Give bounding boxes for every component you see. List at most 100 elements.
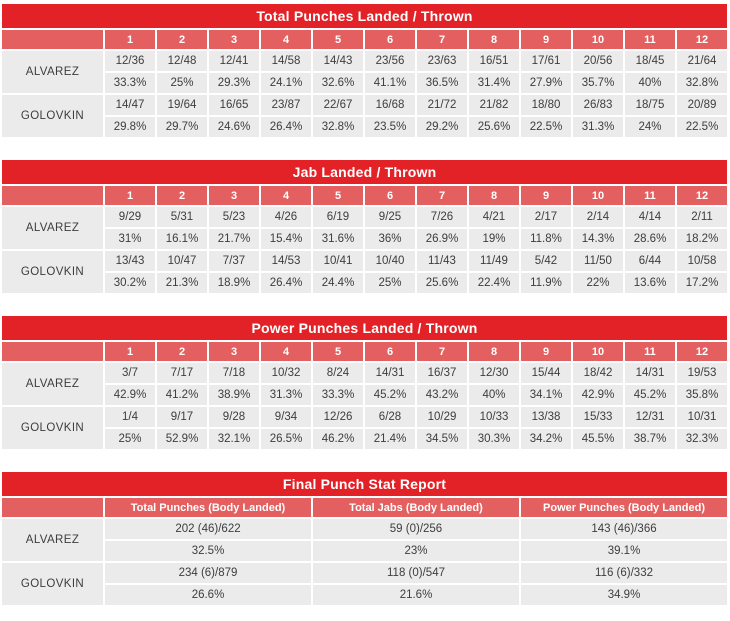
accuracy-cell: 32.5%: [105, 541, 311, 561]
accuracy-cell: 21.7%: [209, 229, 259, 249]
row-alvarez-landed-thrown: ALVAREZ 12/36 12/48 12/41 14/58 14/43 23/56 23/…: [2, 51, 727, 93]
column-header: Total Punches (Body Landed): [105, 498, 311, 517]
accuracy-cell: 32.1%: [209, 429, 259, 449]
column-header: 1: [105, 342, 155, 361]
accuracy-cell: 26.5%: [261, 429, 311, 449]
accuracy-cell: 11.8%: [521, 229, 571, 249]
landed-thrown-cell: 10/33: [469, 407, 519, 427]
accuracy-cell: 21.6%: [313, 585, 519, 605]
column-header: 1: [105, 186, 155, 205]
column-header: 12: [677, 186, 727, 205]
landed-thrown-cell: 143 (46)/366: [521, 519, 727, 539]
accuracy-cell: 32.6%: [313, 73, 363, 93]
column-header: 9: [521, 342, 571, 361]
landed-thrown-cell: 12/31: [625, 407, 675, 427]
landed-thrown-cell: 22/67: [313, 95, 363, 115]
landed-thrown-cell: 6/44: [625, 251, 675, 271]
landed-thrown-cell: 11/49: [469, 251, 519, 271]
table-head: 1 2 3 4 5 6 7 8 9 10 11 12: [2, 186, 727, 205]
row-alvarez-landed-thrown: ALVAREZ 3/7 7/17 7/18 10/32 8/24 14/31 16/37 12/…: [2, 363, 727, 405]
accuracy-cell: 33.3%: [105, 73, 155, 93]
landed-thrown-cell: 10/29: [417, 407, 467, 427]
accuracy-cell: 43.2%: [417, 385, 467, 405]
landed-thrown-cell: 2/14: [573, 207, 623, 227]
column-header: 9: [521, 30, 571, 49]
accuracy-cell: 42.9%: [105, 385, 155, 405]
column-header: 3: [209, 342, 259, 361]
table-body: ALVAREZ 12/36 12/48 12/41 14/58 14/43 23/56 23/…: [2, 51, 727, 137]
accuracy-cell: 52.9%: [157, 429, 207, 449]
landed-thrown-cell: 10/40: [365, 251, 415, 271]
landed-thrown-cell: 5/31: [157, 207, 207, 227]
column-header: 4: [261, 30, 311, 49]
accuracy-cell: 18.2%: [677, 229, 727, 249]
column-header: 11: [625, 30, 675, 49]
fighter-name-golovkin: GOLOVKIN: [2, 407, 103, 449]
accuracy-cell: 45.5%: [573, 429, 623, 449]
accuracy-cell: 22.5%: [677, 117, 727, 137]
landed-thrown-cell: 16/65: [209, 95, 259, 115]
landed-thrown-cell: 13/43: [105, 251, 155, 271]
landed-thrown-cell: 1/4: [105, 407, 155, 427]
accuracy-cell: 38.7%: [625, 429, 675, 449]
accuracy-cell: 38.9%: [209, 385, 259, 405]
landed-thrown-cell: 12/48: [157, 51, 207, 71]
column-header: 7: [417, 342, 467, 361]
accuracy-cell: 29.7%: [157, 117, 207, 137]
landed-thrown-cell: 23/63: [417, 51, 467, 71]
landed-thrown-cell: 16/68: [365, 95, 415, 115]
accuracy-cell: 39.1%: [521, 541, 727, 561]
corner-cell: [2, 498, 103, 517]
column-header: 2: [157, 30, 207, 49]
accuracy-cell: 26.4%: [261, 273, 311, 293]
accuracy-cell: 36%: [365, 229, 415, 249]
header-row: 1 2 3 4 5 6 7 8 9 10 11 12: [2, 30, 727, 49]
stats-table-jab-landed-thrown: 1 2 3 4 5 6 7 8 9 10 11 12 ALVAREZ 9/29 5/31 5/23 4/26 6/…: [0, 184, 729, 295]
accuracy-cell: 33.3%: [313, 385, 363, 405]
column-header: 5: [313, 342, 363, 361]
fighter-name-alvarez: ALVAREZ: [2, 51, 103, 93]
accuracy-cell: 25%: [365, 273, 415, 293]
corner-cell: [2, 30, 103, 49]
column-header: Power Punches (Body Landed): [521, 498, 727, 517]
landed-thrown-cell: 9/34: [261, 407, 311, 427]
accuracy-cell: 17.2%: [677, 273, 727, 293]
accuracy-cell: 25.6%: [417, 273, 467, 293]
accuracy-cell: 35.8%: [677, 385, 727, 405]
landed-thrown-cell: 21/64: [677, 51, 727, 71]
accuracy-cell: 23%: [313, 541, 519, 561]
accuracy-cell: 22.4%: [469, 273, 519, 293]
accuracy-cell: 32.8%: [313, 117, 363, 137]
accuracy-cell: 25%: [157, 73, 207, 93]
table-head: 1 2 3 4 5 6 7 8 9 10 11 12: [2, 30, 727, 49]
accuracy-cell: 30.2%: [105, 273, 155, 293]
row-golovkin-accuracy: 29.8% 29.7% 24.6% 26.4% 32.8% 23.5% 29.2% 25.6%…: [2, 117, 727, 137]
table-title-jab-landed-thrown: Jab Landed / Thrown: [2, 160, 727, 184]
landed-thrown-cell: 16/37: [417, 363, 467, 383]
row-golovkin-landed-thrown: GOLOVKIN 1/4 9/17 9/28 9/34 12/26 6/28 10/29 10/…: [2, 407, 727, 449]
accuracy-cell: 25%: [105, 429, 155, 449]
stats-table-total-punches-landed-thrown: 1 2 3 4 5 6 7 8 9 10 11 12 ALVAREZ 12/36 12/48 12/41 14/…: [0, 28, 729, 139]
column-header: 6: [365, 186, 415, 205]
landed-thrown-cell: 18/45: [625, 51, 675, 71]
table-body: ALVAREZ 9/29 5/31 5/23 4/26 6/19 9/25 7/26 4/21 2…: [2, 207, 727, 293]
landed-thrown-cell: 14/58: [261, 51, 311, 71]
landed-thrown-cell: 7/37: [209, 251, 259, 271]
punch-stats-page: Total Punches Landed / Thrown 1 2 3 4 5 6 7 8 9 10…: [0, 4, 729, 605]
row-golovkin-landed-thrown: GOLOVKIN 234 (6)/879 118 (0)/547 116 (6)/33…: [2, 563, 727, 605]
accuracy-cell: 31.3%: [261, 385, 311, 405]
header-row: Total Punches (Body Landed) Total Jabs (B…: [2, 498, 727, 517]
row-golovkin-accuracy: 26.6% 21.6% 34.9%: [2, 585, 727, 605]
landed-thrown-cell: 10/32: [261, 363, 311, 383]
landed-thrown-cell: 14/43: [313, 51, 363, 71]
corner-cell: [2, 186, 103, 205]
landed-thrown-cell: 26/83: [573, 95, 623, 115]
landed-thrown-cell: 5/23: [209, 207, 259, 227]
fighter-name-golovkin: GOLOVKIN: [2, 251, 103, 293]
accuracy-cell: 46.2%: [313, 429, 363, 449]
row-alvarez-accuracy: 33.3% 25% 29.3% 24.1% 32.6% 41.1% 36.5% 31.4% 27…: [2, 73, 727, 93]
accuracy-cell: 24%: [625, 117, 675, 137]
accuracy-cell: 34.1%: [521, 385, 571, 405]
landed-thrown-cell: 12/26: [313, 407, 363, 427]
accuracy-cell: 22%: [573, 273, 623, 293]
